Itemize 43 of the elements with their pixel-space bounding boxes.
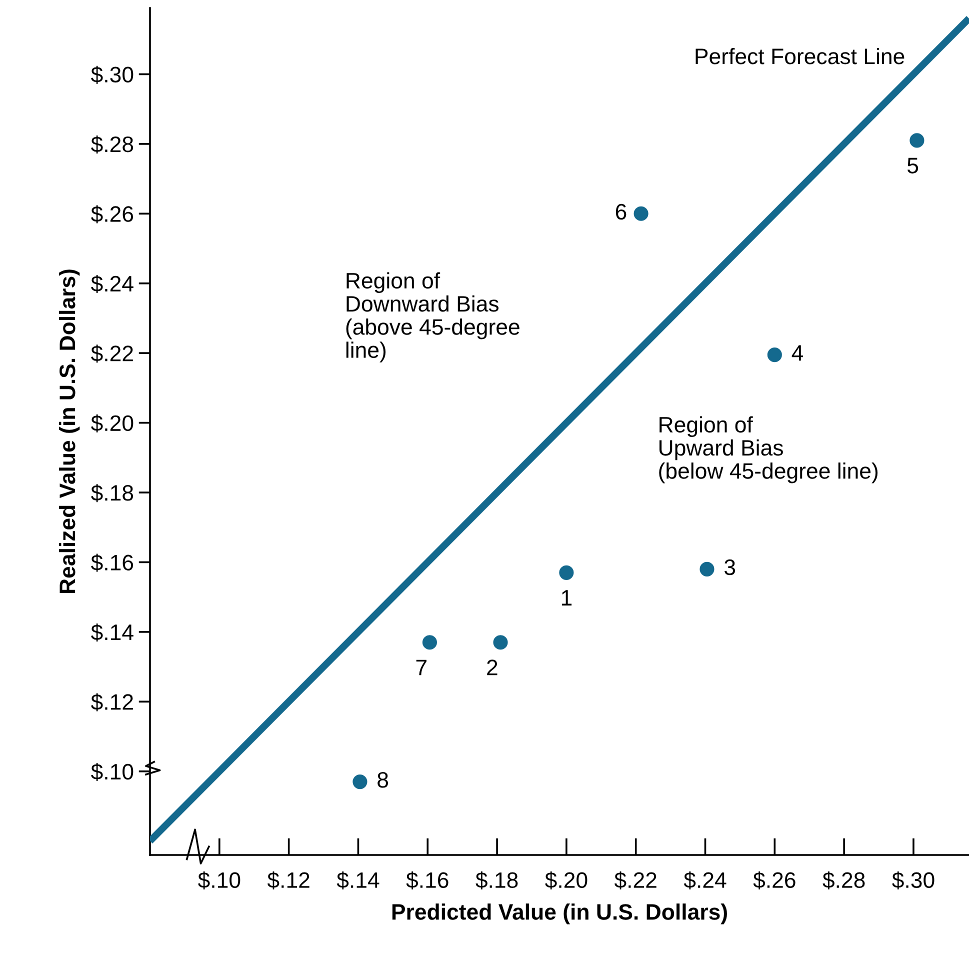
point (493, 635, 508, 650)
point (559, 565, 574, 580)
y-tick-label: $.22 (91, 344, 133, 363)
x-tick-label: $.28 (822, 871, 865, 890)
y-tick-label: $.30 (91, 66, 134, 84)
annotation: 4 (792, 345, 804, 361)
x-tick-label: $.16 (406, 871, 448, 890)
point (422, 635, 437, 650)
x-tick-label: $.14 (336, 871, 380, 890)
x-tick-label: $.22 (614, 871, 656, 890)
annotation: Region of Downward Bias (above 45-degree line) (346, 272, 520, 362)
annotation: 7 (416, 660, 426, 676)
x-axis-title: Predicted Value (in U.S. Dollars) (392, 903, 727, 924)
annotation: 2 (487, 660, 498, 676)
y-tick-label: $.10 (91, 762, 134, 781)
annotation: 3 (724, 559, 736, 576)
annotation: 5 (907, 158, 918, 174)
annotation: 1 (562, 590, 572, 606)
y-tick-label: $.18 (91, 484, 134, 502)
y-tick-label: $.14 (91, 624, 134, 642)
point (767, 348, 782, 362)
annotation: Region of Upward Bias (below 45-degree line) (659, 416, 878, 484)
y-tick-label: $.28 (91, 136, 134, 154)
point (634, 206, 648, 221)
annotation: 8 (378, 772, 388, 788)
point (352, 774, 368, 790)
x-tick-label: $.12 (267, 871, 310, 890)
x-tick-label: $.20 (545, 871, 588, 890)
x-tick-label: $.10 (198, 871, 240, 890)
y-axis-title: Realized Value (in U.S. Dollars) (58, 270, 80, 594)
annotation: 6 (616, 204, 626, 220)
y-tick-label: $.26 (91, 205, 134, 224)
x-tick-label: $.26 (753, 871, 796, 890)
y-tick-label: $.24 (91, 274, 134, 293)
y-tick-label: $.12 (91, 693, 133, 712)
y-tick-label: $.20 (91, 414, 134, 432)
x-tick-label: $.24 (684, 871, 726, 890)
y-tick-label: $.16 (91, 554, 134, 572)
x-tick-label: $.30 (892, 871, 934, 890)
x-tick-label: $.18 (476, 871, 518, 890)
annotation: Perfect Forecast Line (696, 48, 904, 64)
point (700, 562, 714, 576)
point (910, 133, 924, 148)
